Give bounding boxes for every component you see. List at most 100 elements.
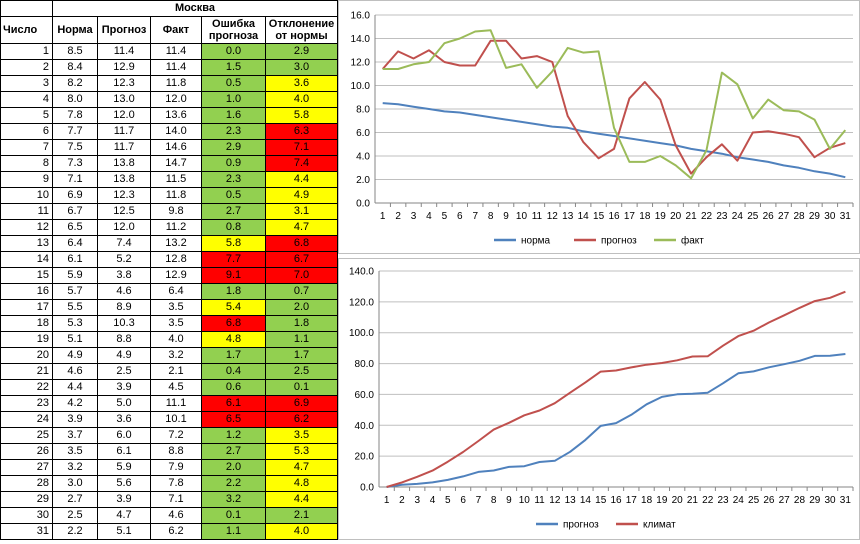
cell-deviation[interactable]: 7.1: [265, 139, 338, 156]
cell-error[interactable]: 1.8: [201, 283, 266, 300]
series-line-1[interactable]: [381, 39, 846, 175]
cell-day[interactable]: 20: [0, 347, 53, 364]
cell-forecast[interactable]: 6.0: [97, 427, 151, 444]
cell-error[interactable]: 0.6: [201, 379, 266, 396]
cell-norm[interactable]: 5.3: [52, 315, 98, 332]
cell-day[interactable]: 23: [0, 395, 53, 412]
cell-norm[interactable]: 7.7: [52, 123, 98, 140]
cell-deviation[interactable]: 6.3: [265, 123, 338, 140]
cell-forecast[interactable]: 4.7: [97, 507, 151, 524]
cell-deviation[interactable]: 4.9: [265, 187, 338, 204]
cell-fact[interactable]: 13.2: [150, 235, 202, 252]
cell-norm[interactable]: 7.8: [52, 107, 98, 124]
cell-error[interactable]: 0.0: [201, 43, 266, 60]
cell-error[interactable]: 1.6: [201, 107, 266, 124]
series-line-0[interactable]: [382, 102, 846, 179]
cell-fact[interactable]: 3.5: [150, 315, 202, 332]
cell-deviation[interactable]: 4.8: [265, 475, 338, 492]
cell-deviation[interactable]: 2.1: [265, 507, 338, 524]
cell-fact[interactable]: 7.2: [150, 427, 202, 444]
cell-deviation[interactable]: 1.1: [265, 331, 338, 348]
cell-error[interactable]: 0.4: [201, 363, 266, 380]
cell-error[interactable]: 1.1: [201, 523, 266, 540]
cell-error[interactable]: 7.7: [201, 251, 266, 268]
cell-forecast[interactable]: 11.7: [97, 123, 151, 140]
cell-fact[interactable]: 3.5: [150, 299, 202, 316]
cell-day[interactable]: 1: [0, 43, 53, 60]
cell-fact[interactable]: 11.4: [150, 43, 202, 60]
cell-deviation[interactable]: 4.0: [265, 523, 338, 540]
cell-deviation[interactable]: 2.0: [265, 299, 338, 316]
cell-error[interactable]: 5.4: [201, 299, 266, 316]
cell-norm[interactable]: 6.1: [52, 251, 98, 268]
cell-norm[interactable]: 8.2: [52, 75, 98, 92]
cell-day[interactable]: 14: [0, 251, 53, 268]
cell-forecast[interactable]: 5.1: [97, 523, 151, 540]
cell-norm[interactable]: 4.6: [52, 363, 98, 380]
cell-day[interactable]: 28: [0, 475, 53, 492]
cell-day[interactable]: 31: [0, 523, 53, 540]
cell-day[interactable]: 29: [0, 491, 53, 508]
cell-deviation[interactable]: 3.1: [265, 203, 338, 220]
cell-forecast[interactable]: 2.5: [97, 363, 151, 380]
cell-deviation[interactable]: 0.1: [265, 379, 338, 396]
cell-day[interactable]: 16: [0, 283, 53, 300]
cell-fact[interactable]: 7.8: [150, 475, 202, 492]
cell-fact[interactable]: 11.8: [150, 187, 202, 204]
cell-norm[interactable]: 8.0: [52, 91, 98, 108]
cell-deviation[interactable]: 6.7: [265, 251, 338, 268]
cell-norm[interactable]: 3.7: [52, 427, 98, 444]
cell-norm[interactable]: 4.9: [52, 347, 98, 364]
cell-error[interactable]: 2.0: [201, 459, 266, 476]
cell-fact[interactable]: 4.0: [150, 331, 202, 348]
cell-forecast[interactable]: 4.6: [97, 283, 151, 300]
cell-forecast[interactable]: 7.4: [97, 235, 151, 252]
cell-deviation[interactable]: 4.4: [265, 171, 338, 188]
cell-fact[interactable]: 2.1: [150, 363, 202, 380]
cell-fact[interactable]: 11.4: [150, 59, 202, 76]
cell-fact[interactable]: 14.6: [150, 139, 202, 156]
cell-error[interactable]: 0.5: [201, 75, 266, 92]
series-line-2[interactable]: [382, 29, 847, 180]
cell-norm[interactable]: 6.7: [52, 203, 98, 220]
cell-forecast[interactable]: 13.0: [97, 91, 151, 108]
cell-fact[interactable]: 7.1: [150, 491, 202, 508]
cell-deviation[interactable]: 3.0: [265, 59, 338, 76]
cell-error[interactable]: 2.7: [201, 203, 266, 220]
cell-norm[interactable]: 7.3: [52, 155, 98, 172]
cell-fact[interactable]: 6.4: [150, 283, 202, 300]
cell-forecast[interactable]: 3.8: [97, 267, 151, 284]
cell-forecast[interactable]: 5.0: [97, 395, 151, 412]
cell-forecast[interactable]: 11.4: [97, 43, 151, 60]
cell-fact[interactable]: 11.2: [150, 219, 202, 236]
cell-deviation[interactable]: 2.9: [265, 43, 338, 60]
cell-forecast[interactable]: 3.6: [97, 411, 151, 428]
cell-deviation[interactable]: 4.7: [265, 219, 338, 236]
cell-error[interactable]: 2.9: [201, 139, 266, 156]
cell-deviation[interactable]: 0.7: [265, 283, 338, 300]
cell-deviation[interactable]: 4.4: [265, 491, 338, 508]
cell-deviation[interactable]: 3.5: [265, 427, 338, 444]
cell-error[interactable]: 3.2: [201, 491, 266, 508]
cell-day[interactable]: 7: [0, 139, 53, 156]
cell-forecast[interactable]: 8.9: [97, 299, 151, 316]
cell-fact[interactable]: 14.7: [150, 155, 202, 172]
cell-deviation[interactable]: 4.0: [265, 91, 338, 108]
cell-norm[interactable]: 2.5: [52, 507, 98, 524]
cell-error[interactable]: 2.3: [201, 123, 266, 140]
cell-day[interactable]: 19: [0, 331, 53, 348]
cell-day[interactable]: 13: [0, 235, 53, 252]
cell-error[interactable]: 1.7: [201, 347, 266, 364]
cell-day[interactable]: 6: [0, 123, 53, 140]
cell-norm[interactable]: 5.7: [52, 283, 98, 300]
cell-day[interactable]: 12: [0, 219, 53, 236]
cell-error[interactable]: 4.8: [201, 331, 266, 348]
cell-forecast[interactable]: 13.8: [97, 155, 151, 172]
cell-error[interactable]: 2.2: [201, 475, 266, 492]
cell-deviation[interactable]: 4.7: [265, 459, 338, 476]
cell-fact[interactable]: 9.8: [150, 203, 202, 220]
series-line-1[interactable]: [386, 290, 846, 488]
cell-norm[interactable]: 8.4: [52, 59, 98, 76]
cell-day[interactable]: 9: [0, 171, 53, 188]
cell-norm[interactable]: 2.7: [52, 491, 98, 508]
